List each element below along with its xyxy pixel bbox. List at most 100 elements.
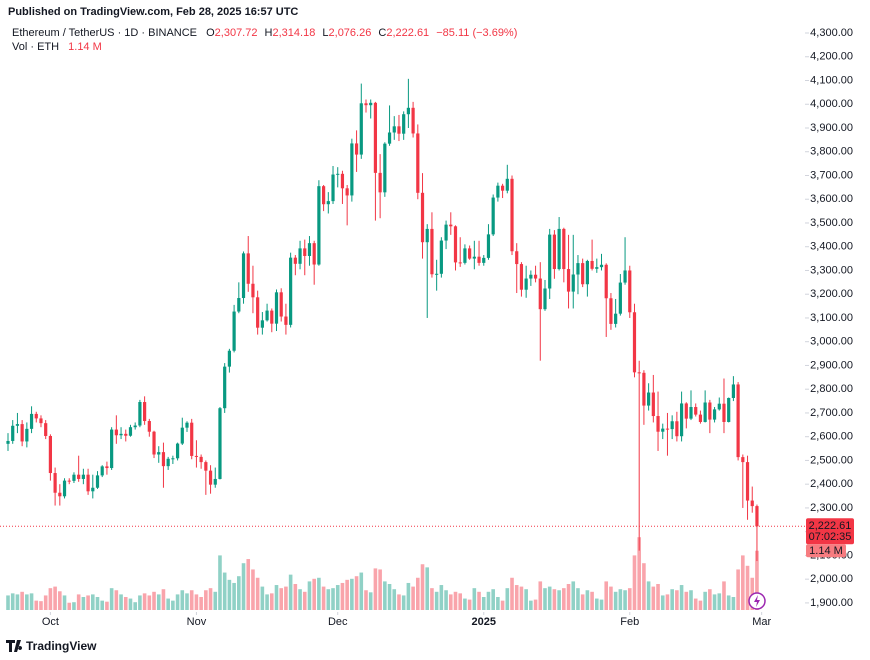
volume-bar <box>25 594 29 610</box>
volume-bar <box>481 597 486 610</box>
candle-body <box>298 248 302 264</box>
candle-body <box>500 185 505 191</box>
candle-body <box>694 407 698 415</box>
candle-body <box>265 310 269 321</box>
candle-body <box>246 253 250 284</box>
volume-bar <box>302 591 307 610</box>
volume-bar <box>284 586 288 610</box>
y-tick-label: 3,200.00 <box>810 288 853 300</box>
volume-bar <box>350 578 354 610</box>
volume-bar <box>180 590 185 610</box>
candle-body <box>585 260 589 285</box>
candle-body <box>241 253 246 299</box>
volume-bar <box>670 589 674 610</box>
candle-body <box>411 107 415 134</box>
candle-body <box>416 133 420 193</box>
candle-body <box>505 178 509 191</box>
volume-bar <box>156 594 161 610</box>
candle-body <box>317 186 321 265</box>
volume-bar <box>232 582 236 610</box>
candle-body <box>632 312 637 373</box>
volume-bar <box>519 586 524 610</box>
volume-bar <box>58 591 62 610</box>
volume-bar <box>218 555 222 610</box>
volume-bar <box>269 593 274 610</box>
volume-bar <box>708 589 712 610</box>
candle-body <box>161 452 166 467</box>
legend-close: 2,222.61 <box>386 27 429 39</box>
candle-body <box>11 425 15 441</box>
volume-bar <box>632 555 637 610</box>
candle-body <box>590 260 594 269</box>
candle-body <box>48 435 53 474</box>
y-tick-label: 3,100.00 <box>810 312 853 324</box>
last-price-badge <box>806 518 854 545</box>
candle-body <box>175 443 180 459</box>
y-tick-label: 2,500.00 <box>810 454 853 466</box>
candle-body <box>350 143 354 196</box>
logo: TradingView <box>6 639 97 653</box>
volume-bar <box>401 595 406 610</box>
candle-body <box>731 384 736 398</box>
x-tick-label: Mar <box>752 616 771 628</box>
candle-body <box>274 292 279 324</box>
volume-bar <box>175 594 180 610</box>
volume-bar <box>86 595 90 610</box>
symbol: Ethereum / TetherUS · 1D · BINANCE <box>12 27 197 39</box>
candle-body <box>260 320 264 328</box>
event-icon-bolt <box>754 595 760 607</box>
volume-bar <box>29 593 34 610</box>
candle-body <box>562 228 566 270</box>
candle-body <box>453 226 458 263</box>
volume-bar <box>562 588 566 610</box>
candle-body <box>684 403 688 419</box>
volume-bar <box>604 581 609 610</box>
volume-bar <box>20 591 24 610</box>
candle-body <box>326 201 330 205</box>
volume-bar <box>679 585 684 610</box>
volume-bar <box>100 600 105 610</box>
legend-high: 2,314.18 <box>273 27 316 39</box>
candle-body <box>449 224 453 227</box>
candle-body <box>223 366 227 409</box>
volume-bar <box>383 581 387 610</box>
volume-bar <box>39 601 43 610</box>
volume-bar <box>660 595 665 610</box>
y-tick-label: 3,600.00 <box>810 193 853 205</box>
volume-bar <box>321 586 326 610</box>
candle-body <box>213 478 217 485</box>
x-tick-label: 2025 <box>472 616 496 628</box>
volume-bar <box>547 586 552 610</box>
candle-body <box>20 424 24 442</box>
legend-low: 2,076.26 <box>329 27 372 39</box>
candle-body <box>420 192 425 243</box>
volume-bar <box>114 590 119 610</box>
volume-bar <box>326 589 331 610</box>
y-tick-label: 4,000.00 <box>810 98 853 110</box>
candle-body <box>665 428 670 430</box>
candle-body <box>703 402 707 422</box>
candle-body <box>190 422 194 456</box>
candle-body <box>623 270 627 283</box>
volume-bar <box>72 602 76 610</box>
volume-bar <box>368 592 373 610</box>
candle-body <box>100 466 104 476</box>
candle-body <box>750 500 754 507</box>
candle-body <box>519 264 524 290</box>
y-tick-label: 2,900.00 <box>810 359 853 371</box>
candle-body <box>670 421 674 430</box>
candle-body <box>119 433 123 436</box>
volume-bar <box>496 597 500 610</box>
volume-bar <box>307 581 312 610</box>
candle-body <box>208 470 213 485</box>
x-tick-label: Dec <box>328 616 348 628</box>
candle-body <box>661 428 665 432</box>
volume-bar <box>703 591 707 610</box>
volume-bar <box>6 595 10 610</box>
candle-body <box>576 263 580 275</box>
volume-bar <box>439 585 444 610</box>
candle-body <box>548 234 552 289</box>
volume-bar <box>128 598 133 610</box>
volume-bar <box>119 594 123 610</box>
